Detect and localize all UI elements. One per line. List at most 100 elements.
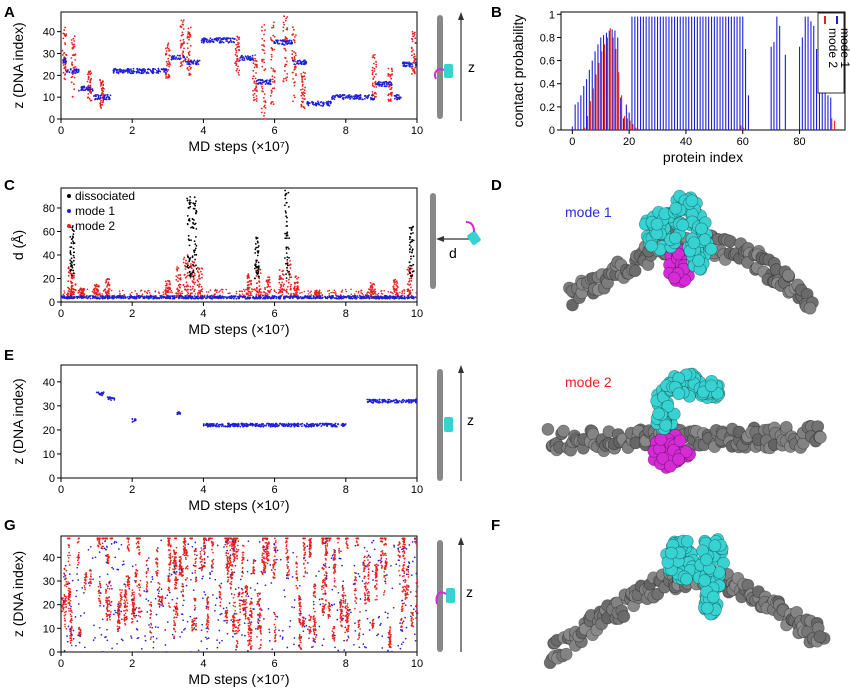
data-point — [130, 68, 132, 71]
data-point — [270, 102, 272, 105]
data-point — [261, 60, 263, 63]
data-point — [300, 104, 303, 107]
data-point — [255, 65, 258, 68]
data-point — [105, 96, 108, 99]
data-point — [97, 96, 100, 99]
data-point — [304, 98, 306, 100]
data-point — [188, 266, 191, 268]
data-point — [264, 101, 267, 104]
data-point — [387, 67, 390, 70]
data-point — [283, 77, 285, 80]
data-point — [287, 246, 289, 249]
data-point — [81, 297, 83, 299]
data-point — [292, 28, 295, 31]
data-point — [129, 296, 132, 299]
data-point — [165, 52, 168, 55]
x-tick-label: 60 — [737, 136, 749, 148]
data-point — [289, 295, 291, 298]
data-point — [372, 625, 375, 627]
data-point — [212, 424, 214, 427]
data-point — [194, 288, 196, 291]
data-point — [264, 287, 266, 289]
data-point — [272, 24, 275, 27]
data-point — [285, 215, 287, 218]
data-point — [179, 286, 182, 289]
data-point — [192, 264, 195, 267]
data-point — [405, 399, 408, 402]
data-point — [412, 232, 414, 234]
data-point — [264, 100, 267, 102]
data-point — [376, 595, 378, 597]
data-point — [158, 291, 160, 293]
data-point — [73, 291, 76, 294]
data-point — [254, 267, 256, 270]
data-point — [254, 88, 256, 91]
data-point — [277, 40, 279, 42]
data-point — [244, 614, 247, 617]
data-point — [130, 70, 132, 72]
data-point — [70, 282, 73, 284]
data-point — [303, 424, 306, 426]
y-tick-label: 20 — [43, 425, 55, 437]
data-point — [64, 65, 67, 68]
data-point — [216, 422, 219, 425]
data-point — [144, 69, 147, 71]
data-point — [310, 294, 313, 296]
data-point — [264, 288, 266, 291]
data-point — [255, 246, 258, 249]
bar-mode-2 — [740, 125, 742, 130]
data-point — [284, 49, 287, 52]
data-point — [274, 537, 276, 540]
data-point — [412, 239, 415, 242]
data-point — [73, 72, 75, 75]
data-point — [256, 265, 259, 268]
data-point — [300, 63, 303, 66]
data-point — [385, 80, 388, 83]
data-point — [189, 257, 192, 259]
data-point — [284, 210, 287, 213]
data-point — [343, 94, 345, 96]
data-point — [186, 63, 189, 65]
data-point — [373, 291, 376, 294]
data-point — [252, 62, 255, 65]
data-point — [241, 290, 244, 293]
data-point — [108, 289, 110, 292]
data-point — [374, 584, 377, 587]
data-point — [64, 74, 66, 76]
data-point — [90, 72, 93, 74]
data-point — [94, 287, 96, 290]
data-point — [281, 290, 283, 292]
data-point — [237, 43, 239, 46]
data-point — [397, 554, 400, 557]
data-point — [299, 639, 302, 642]
data-point — [108, 295, 110, 298]
data-point — [143, 70, 146, 73]
data-point — [240, 55, 243, 58]
data-point — [194, 578, 197, 581]
data-point — [194, 243, 197, 246]
data-point — [108, 283, 111, 286]
data-point — [67, 560, 70, 563]
data-point — [273, 42, 276, 44]
data-point — [63, 58, 66, 60]
data-point — [209, 289, 212, 291]
data-point — [87, 89, 89, 92]
data-point — [138, 586, 140, 589]
data-point — [192, 202, 195, 205]
bar-mode-1 — [671, 16, 673, 131]
data-point — [289, 267, 292, 269]
data-point — [301, 83, 304, 86]
data-point — [137, 71, 140, 74]
data-point — [273, 36, 276, 38]
data-point — [84, 89, 86, 92]
data-point — [255, 98, 258, 100]
data-point — [186, 294, 189, 296]
data-point — [86, 88, 89, 90]
data-point — [369, 288, 372, 291]
data-point — [375, 588, 377, 590]
bar-mode-1 — [708, 16, 710, 131]
data-point — [390, 100, 392, 102]
bar-mode-1 — [574, 104, 576, 130]
data-point — [290, 40, 293, 42]
data-point — [282, 80, 285, 83]
